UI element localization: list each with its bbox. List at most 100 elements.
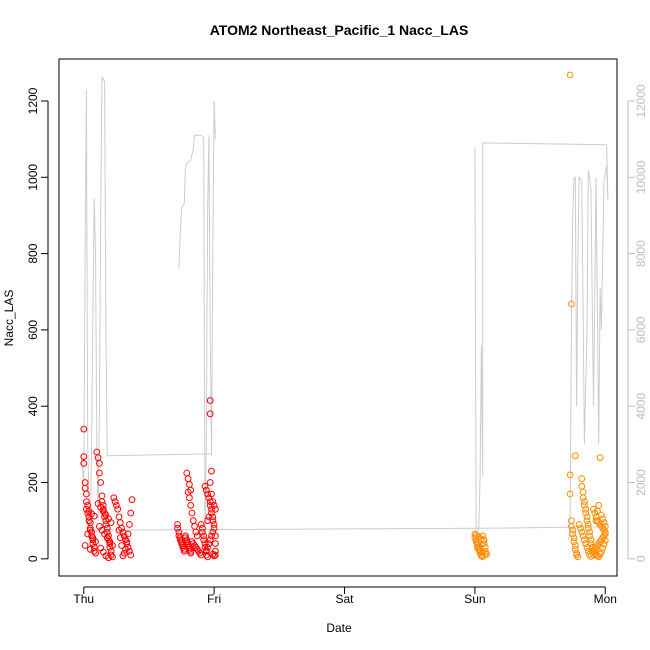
data-point	[204, 490, 212, 498]
y-tick-label: 1000	[26, 164, 40, 191]
data-point	[197, 551, 205, 559]
data-point	[187, 547, 195, 555]
data-point	[80, 453, 88, 461]
data-point	[123, 538, 131, 546]
data-point	[583, 517, 591, 525]
data-point	[579, 494, 587, 502]
data-point	[84, 502, 92, 509]
data-point	[581, 498, 588, 506]
y-tick-label: 200	[26, 472, 40, 492]
data-point	[206, 498, 214, 506]
y2-tick-label: 8000	[634, 240, 648, 267]
data-point	[200, 532, 208, 540]
data-point	[90, 512, 98, 520]
y2-tick-label: 12000	[634, 84, 648, 118]
altitude-line	[87, 526, 607, 531]
data-point	[569, 530, 577, 538]
data-point	[122, 545, 129, 553]
data-point	[212, 551, 219, 559]
data-point	[586, 532, 593, 540]
data-point	[595, 502, 603, 509]
data-point	[480, 537, 488, 544]
data-point	[584, 524, 592, 532]
data-point	[201, 544, 209, 551]
data-point	[210, 502, 218, 509]
x-tick-label: Fri	[207, 592, 221, 606]
data-point	[96, 469, 103, 477]
data-point	[584, 521, 592, 528]
data-point	[115, 513, 123, 521]
data-point	[212, 505, 219, 513]
data-point	[601, 523, 609, 530]
x-tick-label: Mon	[594, 592, 617, 606]
data-point	[579, 488, 587, 496]
data-point	[206, 536, 214, 544]
data-point	[186, 494, 193, 502]
data-point	[581, 502, 588, 509]
y-tick-label: 0	[26, 555, 40, 562]
data-point	[105, 554, 112, 562]
data-point	[119, 552, 127, 560]
data-point	[599, 515, 607, 523]
data-point	[575, 521, 583, 528]
data-point	[206, 479, 214, 486]
data-point	[109, 542, 116, 549]
data-point	[579, 532, 587, 540]
data-point	[208, 532, 215, 540]
data-point	[601, 537, 609, 544]
data-point	[174, 521, 182, 528]
data-point	[183, 538, 191, 546]
data-point	[110, 494, 118, 502]
data-point	[184, 475, 192, 483]
data-point	[127, 509, 135, 517]
data-point	[582, 509, 590, 517]
data-point	[566, 71, 574, 79]
y-tick-label: 400	[26, 396, 40, 416]
data-point	[201, 482, 209, 490]
data-point	[81, 542, 89, 549]
data-point	[175, 532, 183, 540]
data-point	[592, 517, 600, 525]
data-point	[189, 517, 197, 525]
y-axis-label: Nacc_LAS	[2, 290, 16, 347]
data-point	[210, 552, 218, 560]
data-point	[186, 481, 193, 488]
data-point	[578, 482, 586, 490]
y2-tick-label: 2000	[634, 469, 648, 496]
data-point	[196, 549, 204, 557]
data-point	[583, 544, 591, 551]
data-point	[594, 507, 601, 515]
data-point	[571, 545, 579, 553]
data-point	[174, 524, 182, 532]
data-point	[481, 550, 489, 557]
data-point	[208, 467, 215, 475]
altitude-line	[474, 142, 609, 544]
data-point	[114, 505, 122, 513]
plot-box	[58, 58, 618, 577]
data-point	[587, 536, 595, 544]
data-point	[600, 540, 608, 548]
x-axis-label: Date	[326, 621, 352, 635]
data-point	[568, 523, 575, 530]
data-point	[92, 549, 99, 557]
y-tick-label: 800	[26, 243, 40, 263]
data-point	[570, 538, 578, 546]
data-point	[111, 498, 119, 506]
y2-tick-label: 10000	[634, 160, 648, 194]
data-point	[84, 530, 92, 538]
data-point	[96, 460, 103, 467]
data-point	[116, 519, 124, 526]
data-point	[212, 540, 219, 547]
data-point	[598, 548, 605, 556]
data-point	[208, 490, 215, 498]
x-tick-label: Sat	[336, 592, 355, 606]
data-point	[566, 490, 574, 498]
data-point	[210, 521, 218, 528]
data-point	[206, 410, 214, 418]
data-point	[571, 542, 579, 549]
data-point	[202, 547, 210, 554]
data-point	[209, 513, 217, 521]
data-point	[582, 540, 590, 547]
data-point	[202, 486, 210, 494]
data-point	[80, 460, 88, 467]
